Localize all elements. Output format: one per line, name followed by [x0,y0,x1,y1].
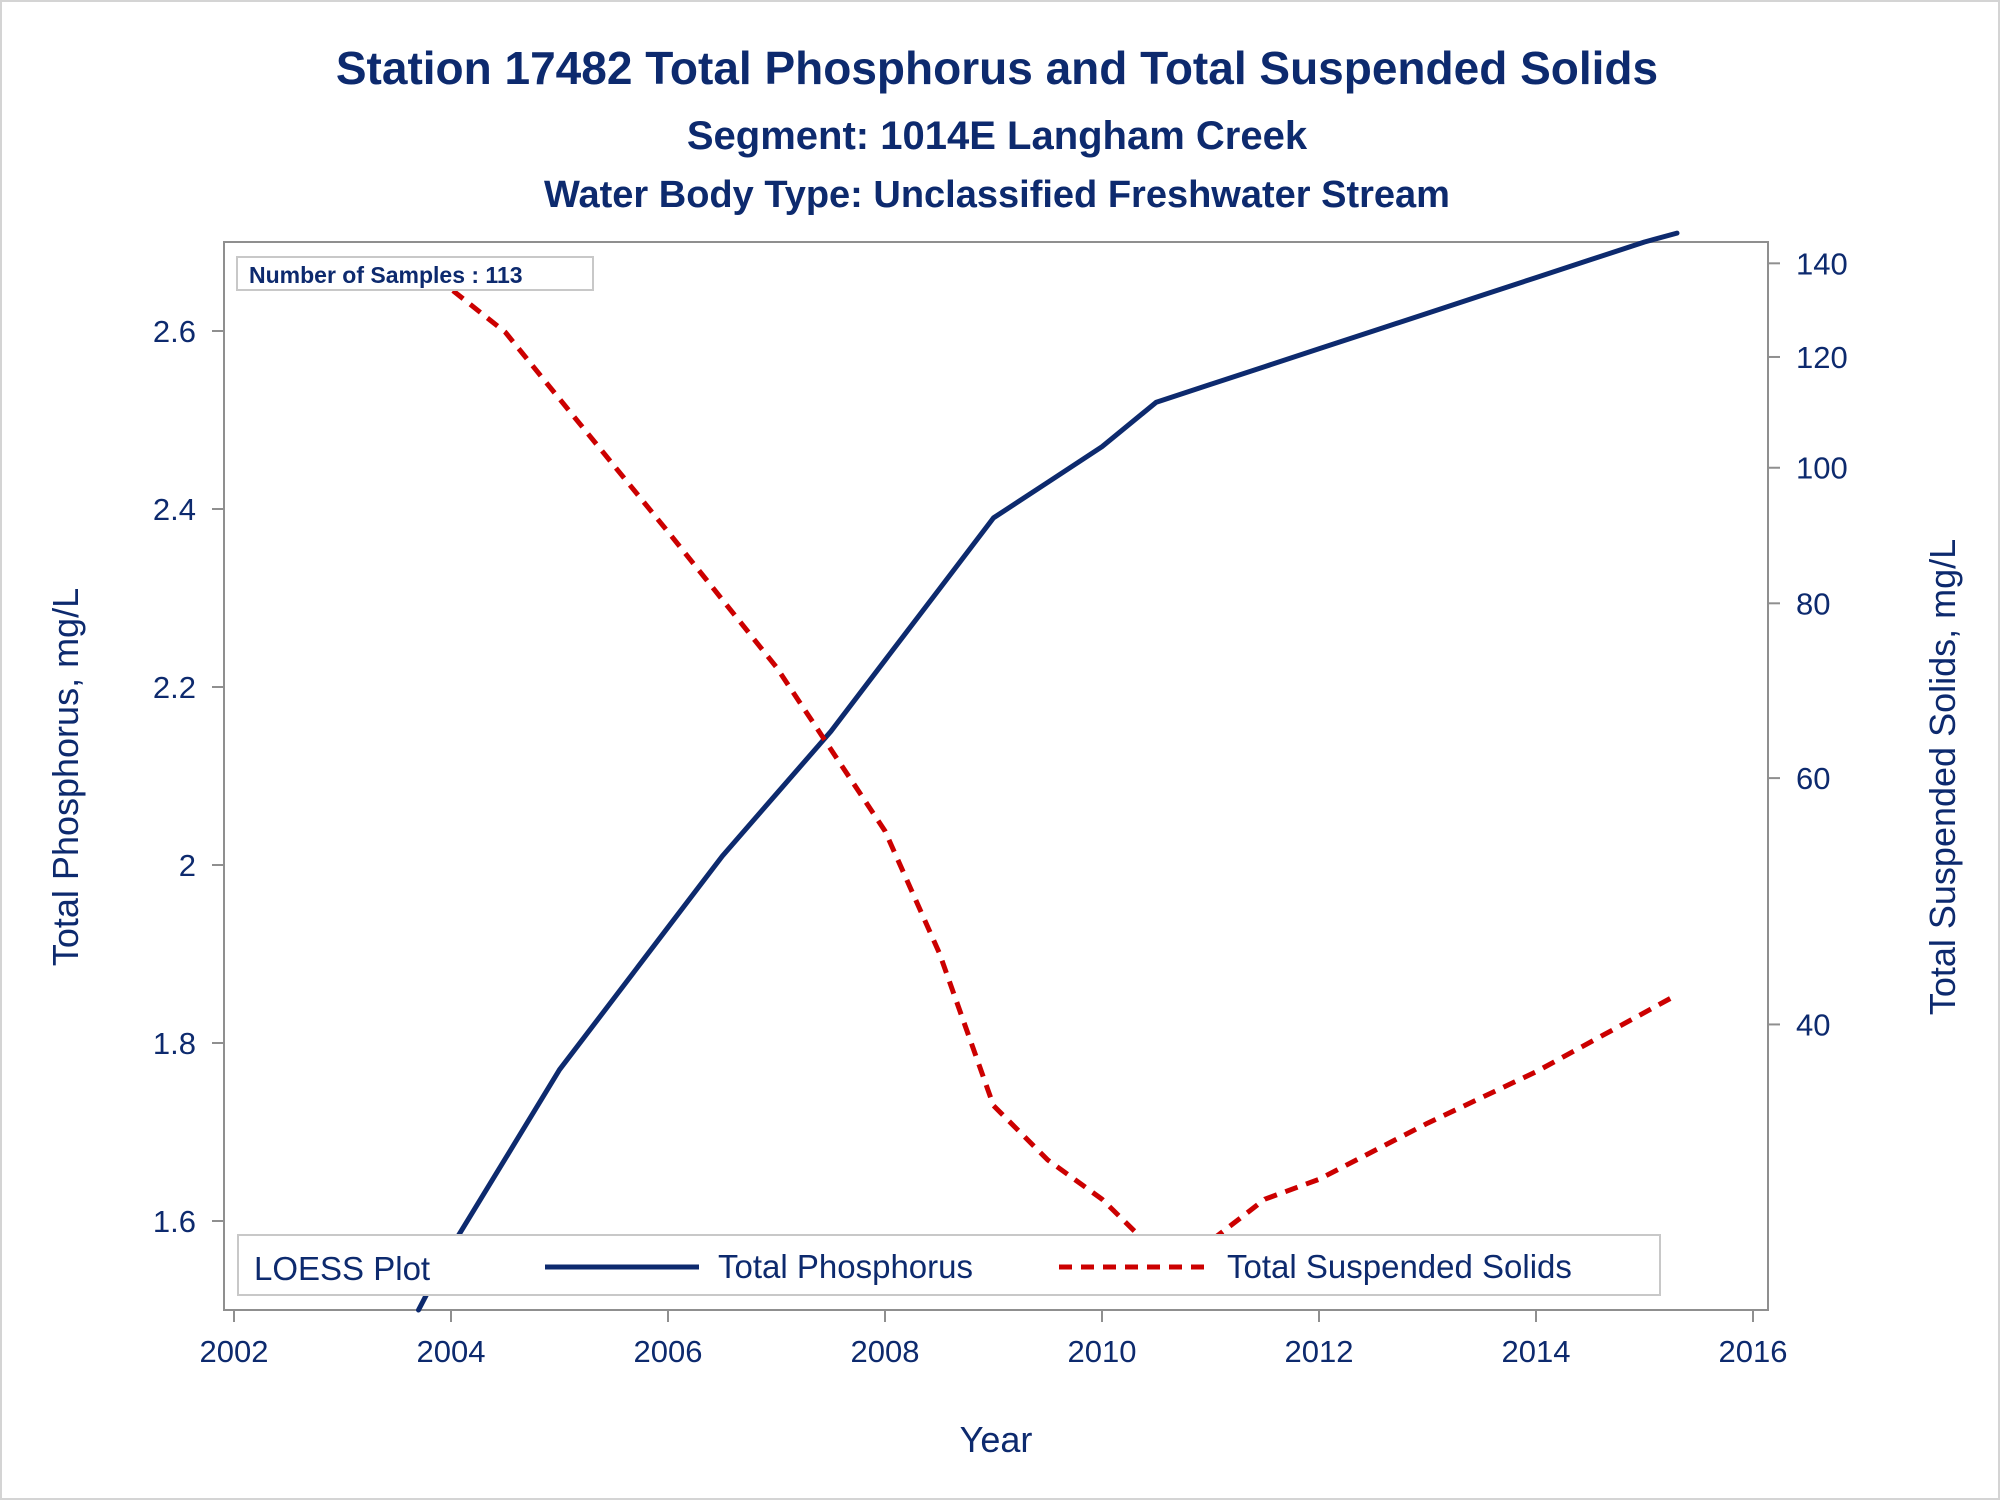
y-right-tick-label-40: 40 [1796,1007,1830,1042]
x-axis-label: Year [960,1419,1033,1460]
x-tick-label-2006: 2006 [634,1334,703,1369]
series-line-total-suspended-solids [416,261,1679,1266]
legend-label-total-suspended-solids: Total Suspended Solids [1227,1248,1572,1285]
legend: LOESS Plot Total Phosphorus Total Suspen… [237,1234,1661,1296]
sample-count-box [236,256,594,291]
y-axis-left: 1.6 1.8 2 2.2 2.4 2.6 [153,314,224,1239]
x-tick-label-2016: 2016 [1719,1334,1788,1369]
sample-count-label: Number of Samples : 113 [249,262,523,288]
legend-box [237,1234,1661,1296]
x-tick-label-2012: 2012 [1285,1334,1354,1369]
y-left-tick-label-1.6: 1.6 [153,1204,196,1239]
chart-title: Station 17482 Total Phosphorus and Total… [336,42,1658,94]
y-axis-right-label: Total Suspended Solids, mg/L [1922,539,1963,1015]
x-tick-label-2002: 2002 [200,1334,269,1369]
y-left-tick-label-2.2: 2.2 [153,670,196,705]
y-right-tick-label-120: 120 [1796,340,1848,375]
plot-area [223,241,1769,1311]
y-left-tick-label-2.6: 2.6 [153,314,196,349]
x-tick-label-2004: 2004 [417,1334,486,1369]
y-left-tick-label-2: 2 [179,848,196,883]
legend-label-total-phosphorus: Total Phosphorus [718,1248,973,1285]
series-line-total-phosphorus [416,230,1680,1313]
x-tick-label-2010: 2010 [1068,1334,1137,1369]
x-tick-label-2014: 2014 [1502,1334,1571,1369]
legend-title: LOESS Plot [254,1250,430,1287]
y-right-tick-label-60: 60 [1796,761,1830,796]
series-layer [416,230,1680,1313]
y-right-tick-label-100: 100 [1796,451,1848,486]
x-tick-label-2008: 2008 [851,1334,920,1369]
y-left-tick-label-2.4: 2.4 [153,492,196,527]
x-axis: 2002 2004 2006 2008 2010 2012 2014 2016 [200,1310,1788,1369]
y-right-tick-label-140: 140 [1796,246,1848,281]
chart-subtitle: Segment: 1014E Langham Creek [687,114,1308,158]
y-left-tick-label-1.8: 1.8 [153,1026,196,1061]
chart-subtitle-2: Water Body Type: Unclassified Freshwater… [544,174,1450,216]
y-right-tick-label-80: 80 [1796,586,1830,621]
y-axis-right: 40 60 80 100 120 140 [1768,246,1848,1042]
y-axis-left-label: Total Phosphorus, mg/L [45,588,86,966]
